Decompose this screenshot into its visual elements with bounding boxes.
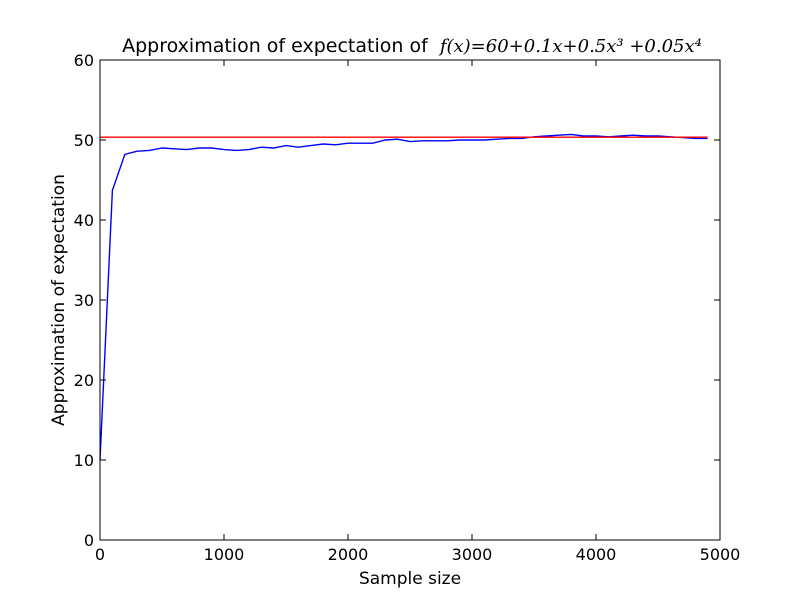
y-tick-label: 20 [74, 371, 94, 390]
chart-title: Approximation of expectation of f(x)=60+… [122, 35, 702, 57]
x-tick-label: 2000 [328, 545, 369, 564]
x-tick-label: 3000 [452, 545, 493, 564]
chart-title-formula: f(x)=60+0.1x+0.5x³ +0.05x⁴ [438, 36, 702, 57]
y-tick-label: 40 [74, 211, 94, 230]
tick-layer: 0 1000 2000 3000 4000 5000 0 10 20 30 40 50 60 [74, 51, 741, 564]
series-line-1 [99, 133, 708, 461]
y-tick-label: 30 [74, 291, 94, 310]
x-tick-label: 1000 [204, 545, 245, 564]
x-tick-label: 0 [95, 545, 105, 564]
x-axis-label: Sample size [359, 569, 461, 589]
plot-frame [99, 59, 721, 541]
plot-layer [99, 133, 708, 461]
y-tick-label: 10 [74, 451, 94, 470]
y-tick-label: 50 [74, 131, 94, 150]
y-axis-label: Approximation of expectation [49, 174, 69, 426]
y-tick-label: 0 [84, 531, 94, 550]
x-tick-label: 4000 [576, 545, 617, 564]
chart-title-text: Approximation of expectation of [122, 35, 429, 57]
y-tick-label: 60 [74, 51, 94, 70]
x-tick-label: 5000 [700, 545, 741, 564]
